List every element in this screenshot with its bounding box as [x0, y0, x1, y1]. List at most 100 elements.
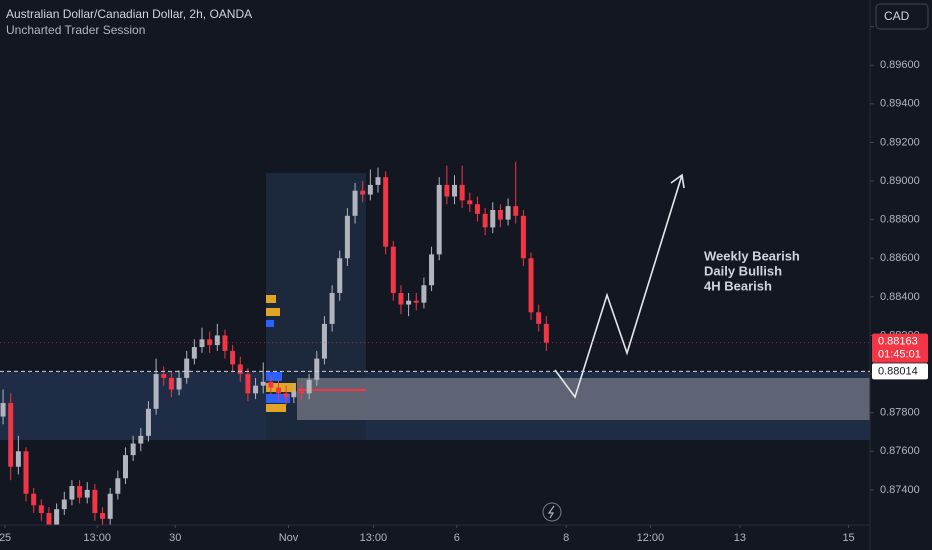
candle-body: [543, 323, 549, 343]
y-tick-label: 0.89400: [880, 98, 920, 110]
x-tick-label: 13:00: [83, 532, 111, 544]
candle-body: [513, 206, 519, 216]
price-axis: [870, 0, 932, 550]
candle-body: [283, 393, 289, 398]
last-price-bg: [872, 333, 928, 363]
candle-body: [122, 455, 128, 479]
x-tick-label: 30: [169, 532, 181, 544]
x-tick-label: 8: [563, 532, 569, 544]
candle-body: [199, 339, 205, 348]
currency-button[interactable]: [875, 3, 929, 30]
annotation: 4H Bearish: [704, 278, 772, 293]
y-tick-label: 0.88400: [880, 291, 920, 303]
profile-bar: [266, 320, 274, 327]
zone-box: [297, 378, 870, 420]
chart-title: Australian Dollar/Canadian Dollar, 2h, O…: [6, 7, 252, 21]
x-tick-label: 6: [454, 532, 460, 544]
candle-body: [207, 339, 213, 346]
countdown: 01:45:01: [878, 349, 921, 361]
candle-body: [383, 177, 389, 247]
candle-body: [15, 451, 21, 467]
y-tick-label: 0.87400: [880, 484, 920, 496]
level-label-bg: [872, 363, 928, 380]
last-price-label: 0.88163: [878, 336, 918, 348]
candle-body: [375, 177, 381, 185]
candle-body: [230, 350, 236, 365]
x-tick-label: 12:00: [637, 532, 665, 544]
arrow-head: [670, 173, 685, 189]
y-tick-label: 0.89200: [880, 136, 920, 148]
candle-body: [31, 493, 37, 506]
x-tick-label: 13:00: [360, 532, 388, 544]
candle-body: [115, 478, 121, 494]
candle-body: [61, 499, 67, 510]
currency[interactable]: CAD: [884, 9, 910, 23]
candle-body: [268, 381, 274, 388]
y-tick-label: 0.88600: [880, 252, 920, 264]
candle-body: [253, 385, 259, 394]
candle-body: [168, 377, 174, 390]
candle-body: [306, 379, 312, 394]
candle-body: [314, 358, 320, 380]
candle-body: [421, 285, 427, 303]
candle-body: [153, 374, 159, 409]
candle-body: [436, 184, 442, 255]
profile-bar: [266, 394, 290, 403]
candle-body: [46, 513, 52, 525]
x-tick-label: Nov: [279, 532, 299, 544]
candle-body: [444, 184, 450, 197]
profile-bar: [266, 404, 286, 412]
candles: [0, 161, 549, 533]
x-tick-label: 13: [734, 532, 746, 544]
x-axis: 25 13:00 30 Nov 13:00 6 8 12:00 13 15: [0, 525, 855, 544]
candle-body: [344, 215, 350, 259]
candle-body: [298, 391, 304, 394]
time-axis: [0, 525, 870, 550]
candle-body: [536, 312, 542, 324]
candle-body: [360, 190, 366, 195]
annotation: Daily Bullish: [704, 263, 782, 278]
subtitle: Uncharted Trader Session: [6, 23, 145, 37]
candle-body: [222, 335, 228, 351]
candle-body: [191, 347, 197, 359]
candle-body: [505, 206, 511, 220]
candle-body: [176, 377, 182, 390]
profile-bar: [266, 383, 296, 392]
candle-body: [398, 292, 404, 305]
candle-body: [329, 292, 335, 324]
candle-body: [406, 300, 412, 305]
candle-body: [352, 190, 358, 216]
profile-bar: [266, 308, 280, 316]
y-tick-label: 0.87600: [880, 445, 920, 457]
candle-body: [467, 200, 473, 205]
x-tick-label: 25: [0, 532, 11, 544]
candle-body: [245, 374, 251, 394]
candle-body: [367, 184, 373, 195]
profile-bar: [266, 372, 282, 381]
candle-body: [23, 451, 29, 494]
y-tick-label: 0.89600: [880, 59, 920, 71]
volume-profile: [266, 295, 296, 412]
y-tick-label: 0.88800: [880, 214, 920, 226]
candle-body: [520, 215, 526, 259]
level-label: 0.88014: [878, 365, 918, 377]
candle-body: [138, 435, 144, 444]
candle-body: [337, 258, 343, 293]
annotation: Weekly Bearish: [704, 248, 800, 263]
candle-body: [291, 391, 297, 398]
candle-body: [497, 210, 503, 220]
x-tick-label: 15: [842, 532, 854, 544]
candle-body: [77, 486, 83, 498]
y-tick-label: 0.89000: [880, 175, 920, 187]
candle-body: [260, 381, 266, 386]
candle-body: [69, 486, 75, 500]
candle-body: [92, 489, 98, 514]
profile-bar: [266, 295, 276, 303]
candle-body: [276, 387, 282, 394]
candle-body: [130, 443, 136, 456]
candle-body: [482, 213, 488, 228]
candle-body: [390, 246, 396, 293]
